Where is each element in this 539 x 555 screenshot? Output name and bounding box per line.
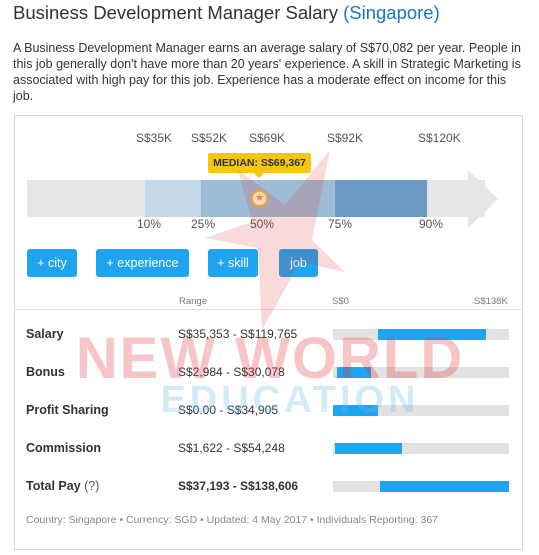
- add-experience-button[interactable]: + experience: [96, 249, 189, 277]
- band-75-90: [335, 180, 427, 217]
- tick-label-2: S$52K: [191, 131, 228, 145]
- salary-description: A Business Development Manager earns an …: [13, 41, 521, 103]
- total-pay-label: Total Pay: [26, 479, 81, 493]
- row-range-bonus: S$2,984 - S$30,078: [178, 365, 285, 379]
- band-10-25: [145, 180, 201, 217]
- scale-max-label: S$138K: [474, 296, 508, 307]
- percentile-10: 10%: [137, 217, 162, 231]
- row-range-profit-sharing: S$0.00 - S$34,905: [178, 403, 279, 417]
- range-header: Range: [179, 296, 207, 307]
- range-bar-total-pay: [333, 481, 509, 492]
- add-city-button[interactable]: + city: [27, 249, 77, 277]
- tick-label-4: S$92K: [327, 131, 364, 145]
- card-footer: Country: Singapore • Currency: SGD • Upd…: [26, 514, 438, 526]
- row-range-salary: S$35,353 - S$119,765: [178, 327, 298, 341]
- percentile-25: 25%: [191, 217, 216, 231]
- row-label-profit-sharing: Profit Sharing: [26, 403, 109, 417]
- salary-card: S$35K S$52K S$69K S$92K S$120K MEDIAN: S…: [14, 115, 523, 550]
- median-badge: MEDIAN: S$69,367: [208, 153, 311, 178]
- row-label-commission: Commission: [26, 441, 102, 455]
- page-title: Business Development Manager Salary (Sin…: [13, 2, 440, 24]
- range-bar-salary: [333, 329, 509, 340]
- total-pay-help-link[interactable]: (?): [84, 479, 100, 493]
- range-bar-commission: [333, 443, 509, 454]
- distribution-arrow-icon: [468, 170, 498, 228]
- range-bar-profit-sharing: [333, 405, 509, 416]
- range-fill-commission: [335, 443, 402, 454]
- range-fill-profit-sharing: [333, 405, 378, 416]
- tick-label-5: S$120K: [418, 131, 461, 145]
- tick-label-3: S$69K: [249, 131, 286, 145]
- range-bar-bonus: [333, 367, 509, 378]
- row-label-salary: Salary: [26, 327, 64, 341]
- row-label-total-pay: Total Pay (?): [26, 479, 99, 493]
- median-star-icon: ★: [251, 190, 268, 207]
- percentile-75: 75%: [328, 217, 353, 231]
- tick-label-1: S$35K: [136, 131, 173, 145]
- percentile-50: 50%: [250, 217, 275, 231]
- row-label-bonus: Bonus: [26, 365, 65, 379]
- row-range-commission: S$1,622 - S$54,248: [178, 441, 285, 455]
- range-fill-bonus: [337, 367, 371, 378]
- range-fill-total-pay: [380, 481, 509, 492]
- job-button[interactable]: job: [279, 249, 318, 277]
- percentile-90: 90%: [419, 217, 444, 231]
- range-fill-salary: [378, 329, 486, 340]
- scale-min-label: S$0: [332, 296, 349, 307]
- header-divider: [15, 309, 522, 310]
- band-25-75: [201, 180, 335, 217]
- location-link[interactable]: (Singapore): [343, 2, 440, 23]
- row-range-total-pay: S$37,193 - S$138,606: [178, 479, 299, 493]
- add-skill-button[interactable]: + skill: [208, 249, 258, 277]
- job-title: Business Development Manager Salary: [13, 2, 338, 23]
